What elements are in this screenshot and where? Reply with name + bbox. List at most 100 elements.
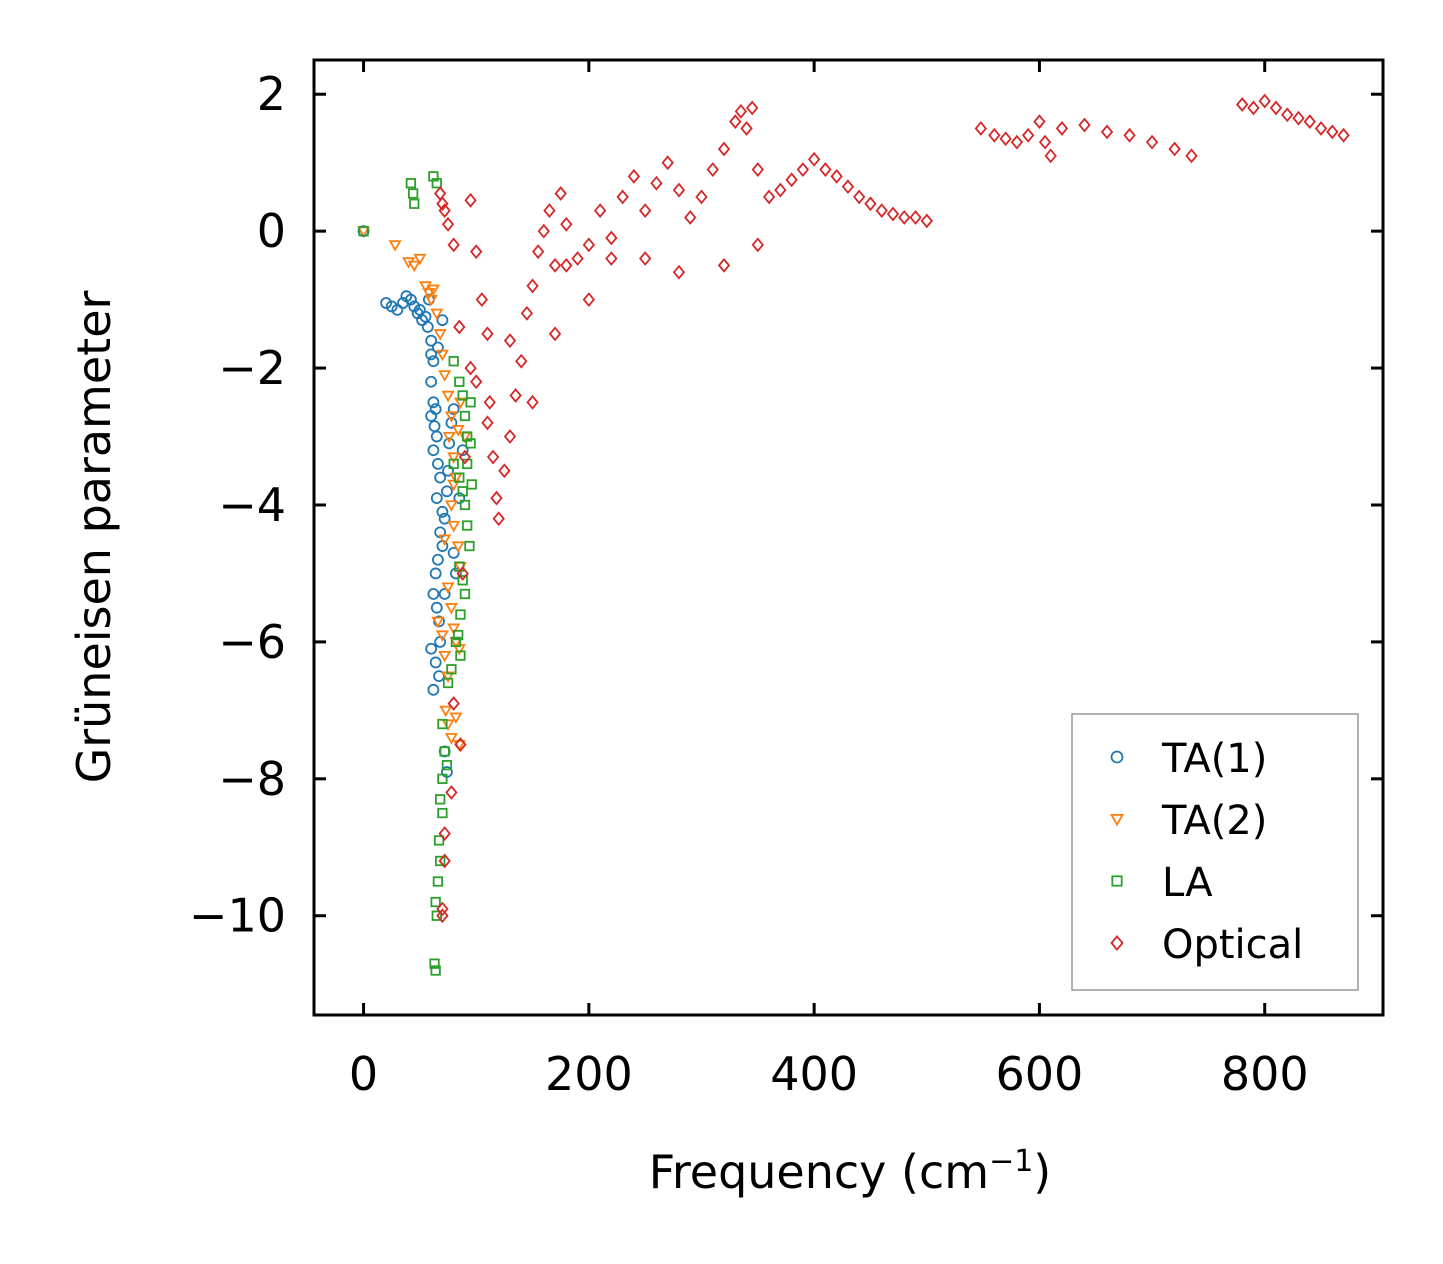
data-point (1123, 127, 1136, 143)
data-point (974, 121, 988, 136)
data-point (464, 540, 475, 552)
data-points-layer (357, 93, 1350, 976)
data-point (453, 319, 466, 335)
data-point (490, 490, 503, 506)
data-point (684, 210, 697, 225)
data-point (717, 257, 731, 273)
legend-marker (1110, 750, 1124, 764)
data-point (1021, 127, 1035, 143)
data-point (459, 588, 471, 600)
data-point (438, 203, 451, 219)
data-point (430, 965, 441, 976)
data-point (409, 198, 420, 209)
data-point (438, 650, 452, 663)
data-point (442, 677, 454, 689)
data-point (358, 225, 369, 237)
y-tick-label: −6 (218, 615, 286, 669)
data-point (909, 210, 922, 225)
data-point (430, 492, 443, 505)
data-point (672, 182, 686, 198)
data-point (1078, 117, 1091, 133)
data-point (433, 186, 447, 201)
x-axis-title: Frequency (cm−1) (649, 1144, 1052, 1200)
data-point (425, 375, 438, 388)
data-point (432, 876, 444, 887)
data-point (1236, 97, 1249, 112)
data-point (444, 500, 458, 512)
data-point (438, 534, 452, 547)
data-point (391, 303, 404, 316)
legend-marker (1109, 813, 1125, 827)
data-point (448, 356, 459, 367)
data-point (571, 251, 584, 266)
legend-item: LA (1111, 860, 1213, 906)
data-point (435, 794, 446, 805)
data-point (459, 499, 471, 511)
data-point (464, 192, 477, 208)
data-point (1247, 100, 1260, 116)
data-point (426, 284, 440, 297)
data-point (1337, 127, 1350, 143)
data-point (639, 251, 652, 266)
data-point (433, 835, 445, 846)
data-point (1033, 114, 1046, 130)
legend-item: TA(1) (1110, 736, 1267, 782)
legend-marker (1111, 875, 1123, 887)
data-point (433, 670, 445, 683)
data-point (447, 479, 461, 492)
data-point (424, 294, 438, 307)
data-point (416, 314, 429, 327)
data-point (447, 520, 461, 533)
data-point (442, 464, 454, 477)
data-point (627, 168, 641, 184)
data-point (413, 253, 427, 266)
data-point (526, 394, 539, 410)
data-point (447, 452, 461, 464)
data-point (695, 189, 708, 205)
axis-ticks (314, 60, 1383, 1015)
data-point (481, 415, 494, 431)
data-point (1269, 100, 1283, 116)
series-la (358, 171, 477, 976)
data-point (1314, 121, 1328, 136)
data-point (464, 360, 477, 376)
data-point (454, 376, 465, 387)
data-point (661, 155, 674, 171)
data-point (439, 746, 450, 757)
legend-marker (1110, 934, 1124, 952)
data-point (774, 182, 787, 198)
data-point (1258, 93, 1271, 109)
data-point (447, 403, 460, 416)
data-point (560, 257, 573, 273)
data-point (441, 390, 455, 403)
data-point (388, 240, 402, 252)
x-tick-label: 0 (349, 1047, 378, 1101)
data-point (830, 168, 843, 184)
data-point (447, 547, 460, 559)
data-point (554, 186, 567, 201)
data-point (421, 321, 434, 333)
legend-item: Optical (1110, 922, 1303, 968)
data-point (481, 326, 494, 342)
y-axis-title: Grüneisen parameter (67, 290, 121, 783)
data-point (437, 807, 448, 819)
data-point (433, 329, 447, 341)
data-point (425, 348, 438, 361)
data-point (436, 314, 449, 327)
data-point (515, 353, 528, 369)
data-point (1044, 148, 1057, 164)
data-point (1145, 134, 1159, 150)
data-point (457, 486, 468, 497)
data-point (445, 785, 458, 800)
x-tick-label: 600 (996, 1047, 1084, 1101)
data-point (520, 305, 534, 321)
data-point (437, 773, 448, 784)
data-point (404, 293, 417, 306)
legend-label: TA(1) (1161, 736, 1267, 782)
data-point (427, 396, 440, 409)
data-point (498, 463, 511, 479)
tick-labels: 0 200 400 600 800 2 0 −2 −4 −6 −8 −10 (189, 67, 1309, 1101)
data-point (427, 444, 440, 457)
data-point (560, 216, 573, 232)
data-point (548, 326, 562, 342)
